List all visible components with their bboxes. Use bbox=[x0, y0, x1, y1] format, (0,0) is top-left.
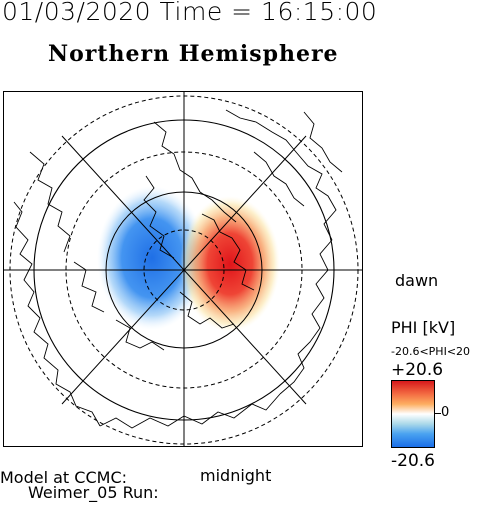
negative-potential-cell bbox=[97, 186, 207, 330]
colorbar-zero-tick bbox=[435, 413, 441, 414]
polar-map-icon bbox=[4, 92, 362, 446]
colorbar bbox=[391, 380, 435, 448]
coastlines bbox=[13, 109, 343, 429]
colorbar-range: -20.6<PHI<20 bbox=[391, 345, 471, 358]
colorbar-max-label: +20.6 bbox=[391, 360, 444, 380]
meridian-diagonal-b bbox=[61, 135, 307, 405]
midnight-label: midnight bbox=[200, 466, 272, 485]
colorbar-min-label: -20.6 bbox=[391, 451, 435, 471]
footer-line2: Weimer_05 Run: bbox=[28, 483, 159, 502]
positive-potential-cell bbox=[180, 196, 280, 332]
footer-line1: Model at CCMC: bbox=[0, 468, 127, 487]
dawn-label: dawn bbox=[395, 271, 439, 290]
polar-map bbox=[3, 91, 363, 447]
header-datetime: 01/03/2020 Time = 16:15:00 bbox=[2, 0, 378, 26]
colorbar-mid-label: 0 bbox=[441, 405, 450, 420]
map-title: Northern Hemisphere bbox=[48, 41, 339, 67]
colorbar-title: PHI [kV] bbox=[391, 318, 456, 337]
